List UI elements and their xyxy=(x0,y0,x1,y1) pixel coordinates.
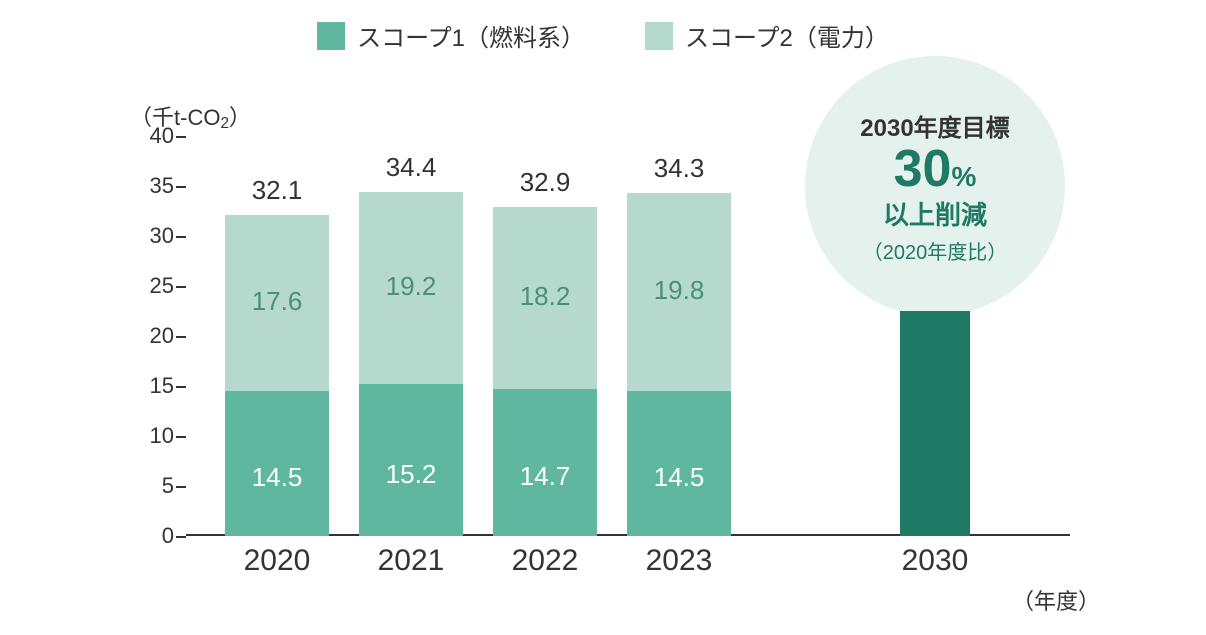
y-tick-label: 10 xyxy=(130,423,174,449)
plot-area: （年度） 051015202530354032.117.614.5202034.… xyxy=(190,136,1070,536)
legend-label-scope2: スコープ2（電力） xyxy=(685,18,889,53)
legend-swatch-scope1 xyxy=(317,22,345,50)
y-tick-label: 20 xyxy=(130,323,174,349)
bar-value-label-scope2: 19.2 xyxy=(359,271,463,302)
y-tick-label: 15 xyxy=(130,373,174,399)
legend-item-scope2: スコープ2（電力） xyxy=(645,18,889,53)
bar-total-label: 34.3 xyxy=(627,153,731,184)
y-tick xyxy=(176,486,186,488)
x-tick-label: 2023 xyxy=(599,544,759,578)
bar-group: 34.419.215.22021 xyxy=(359,192,463,536)
legend-swatch-scope2 xyxy=(645,22,673,50)
bar-value-label-scope1: 14.7 xyxy=(493,461,597,492)
y-tick xyxy=(176,286,186,288)
y-tick xyxy=(176,536,186,538)
bar-group: 32.918.214.72022 xyxy=(493,207,597,536)
chart: （千t-CO2） （年度） 051015202530354032.117.614… xyxy=(120,100,1100,620)
bar-group: 34.319.814.52023 xyxy=(627,193,731,536)
y-tick-label: 40 xyxy=(130,123,174,149)
bar-group: 32.117.614.52020 xyxy=(225,215,329,536)
y-axis-title-suffix: ） xyxy=(229,105,251,130)
bar-value-label-scope1: 15.2 xyxy=(359,459,463,490)
target-bar-group: 2030 xyxy=(900,311,970,536)
y-tick xyxy=(176,136,186,138)
y-tick xyxy=(176,236,186,238)
y-tick xyxy=(176,186,186,188)
target-baseline: （2020年度比） xyxy=(863,236,1008,265)
x-axis-title: （年度） xyxy=(1012,584,1100,616)
legend: スコープ1（燃料系） スコープ2（電力） xyxy=(0,18,1206,53)
bar-total-label: 32.1 xyxy=(225,175,329,206)
legend-label-scope1: スコープ1（燃料系） xyxy=(357,18,585,53)
y-tick-label: 0 xyxy=(130,523,174,549)
y-tick xyxy=(176,336,186,338)
legend-item-scope1: スコープ1（燃料系） xyxy=(317,18,585,53)
target-circle: 2030年度目標30%以上削減 （2020年度比） xyxy=(805,56,1065,316)
y-tick-label: 30 xyxy=(130,223,174,249)
bar-value-label-scope2: 18.2 xyxy=(493,281,597,312)
y-tick-label: 5 xyxy=(130,473,174,499)
target-title: 2030年度目標 xyxy=(860,108,1009,143)
bar-value-label-scope2: 19.8 xyxy=(627,275,731,306)
bar-total-label: 34.4 xyxy=(359,152,463,183)
bar-value-label-scope2: 17.6 xyxy=(225,286,329,317)
target-subtitle: 以上削減 xyxy=(883,195,987,232)
target-percent: 30% xyxy=(894,143,977,195)
target-bar xyxy=(900,311,970,536)
y-tick-label: 35 xyxy=(130,173,174,199)
bar-value-label-scope1: 14.5 xyxy=(627,462,731,493)
y-tick xyxy=(176,436,186,438)
y-axis-title-sub: 2 xyxy=(220,115,229,132)
bar-value-label-scope1: 14.5 xyxy=(225,462,329,493)
x-tick-label: 2030 xyxy=(855,544,1015,578)
bar-total-label: 32.9 xyxy=(493,167,597,198)
y-tick xyxy=(176,386,186,388)
y-tick-label: 25 xyxy=(130,273,174,299)
